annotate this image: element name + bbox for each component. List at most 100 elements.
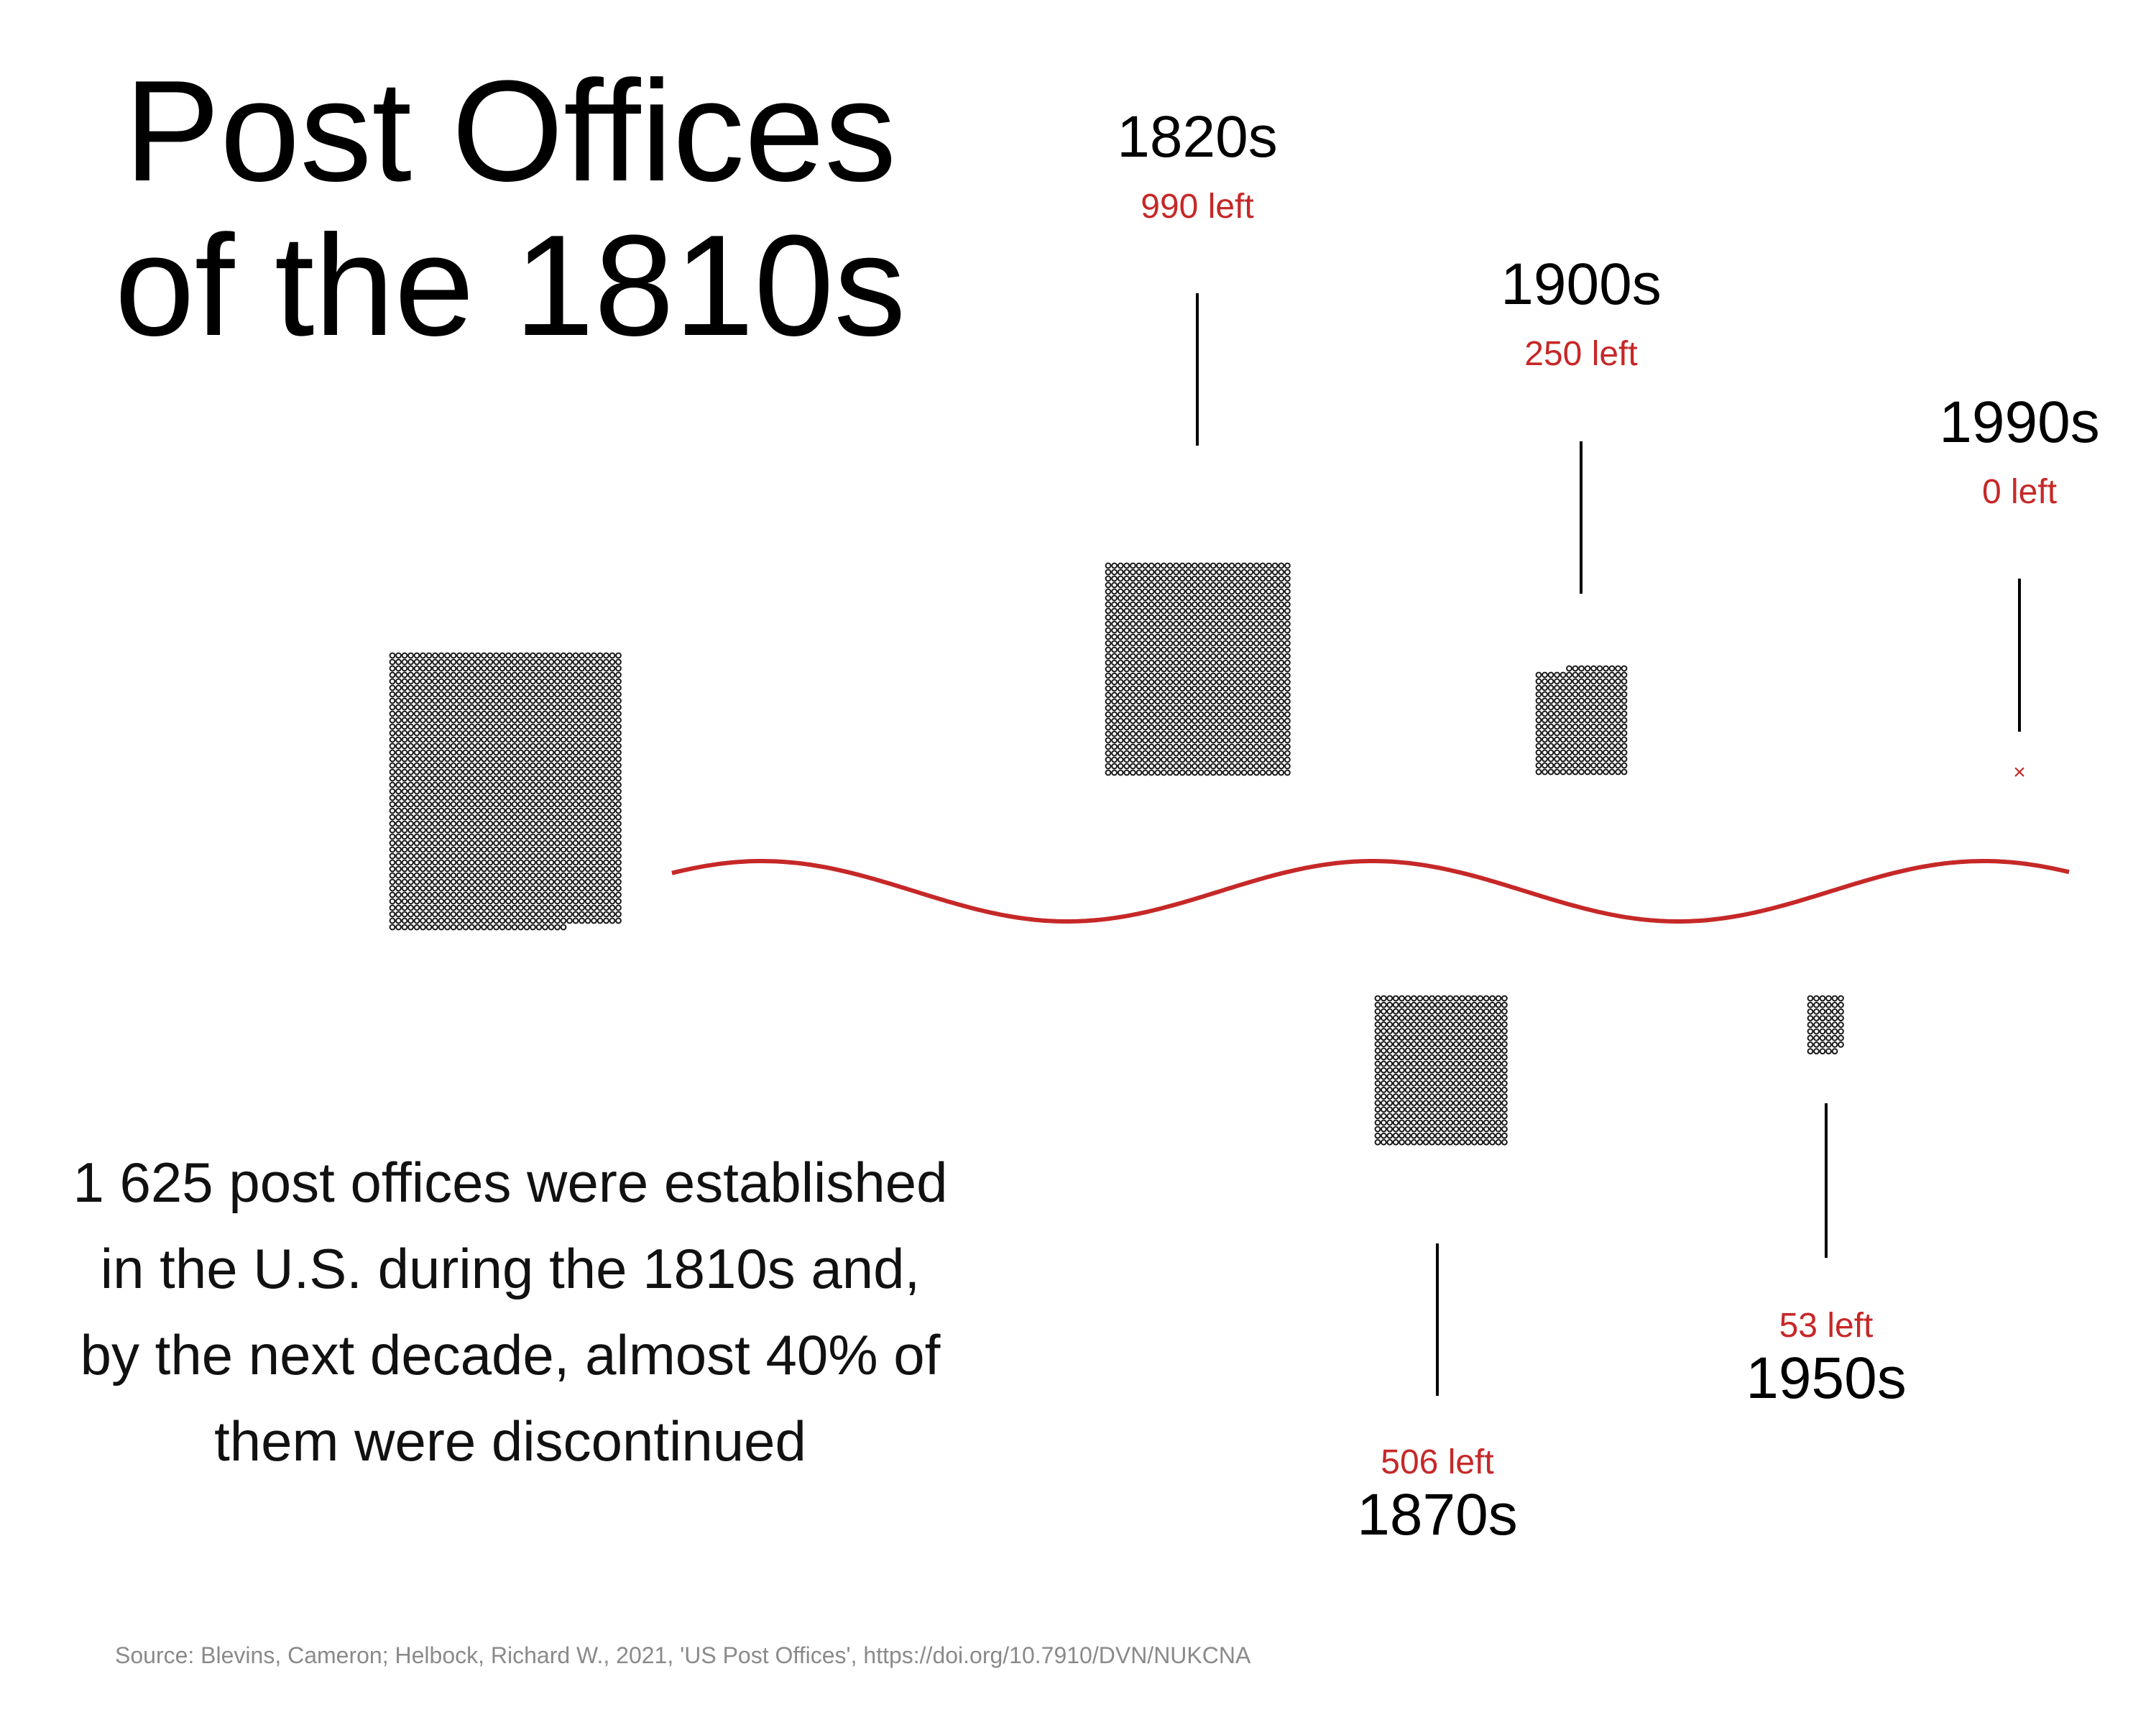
dot <box>474 704 482 711</box>
dot <box>413 697 420 704</box>
dot <box>401 859 408 866</box>
dot <box>530 833 536 840</box>
dot <box>1266 614 1272 621</box>
dot <box>432 814 438 821</box>
dot <box>1210 575 1217 582</box>
dot <box>1416 1060 1424 1067</box>
dot <box>1123 711 1130 718</box>
dot <box>1228 640 1235 647</box>
dot <box>1447 1113 1454 1120</box>
dot <box>1392 1001 1399 1008</box>
dot <box>1130 646 1136 653</box>
dot <box>432 710 438 717</box>
dot <box>523 749 530 756</box>
dot <box>523 833 530 840</box>
dot <box>591 697 597 704</box>
dot <box>572 898 579 905</box>
dot <box>542 794 548 801</box>
dot <box>1459 1008 1465 1015</box>
dot <box>456 833 463 840</box>
dot <box>1477 1034 1484 1041</box>
dot <box>1216 685 1223 692</box>
dot <box>554 691 561 698</box>
dot <box>517 865 524 873</box>
dot-block-1900s <box>1535 665 1628 776</box>
dot <box>413 678 420 685</box>
dot <box>493 749 499 756</box>
dot <box>1596 665 1603 672</box>
dot <box>469 684 475 691</box>
dot <box>1542 723 1548 730</box>
dot <box>596 736 604 743</box>
dot <box>1192 724 1198 731</box>
dot <box>1501 995 1508 1002</box>
dot <box>1135 569 1143 576</box>
dot <box>1235 562 1241 569</box>
dot <box>1465 1073 1472 1080</box>
dot <box>517 781 524 788</box>
dot <box>481 691 487 698</box>
dot <box>1483 1060 1490 1067</box>
dot <box>413 742 420 750</box>
dot <box>1222 769 1229 776</box>
dot <box>1235 666 1241 673</box>
dot <box>584 852 591 860</box>
dot <box>1470 1132 1478 1139</box>
dot <box>1429 1047 1435 1054</box>
dot <box>530 742 536 750</box>
dot <box>1399 1021 1405 1028</box>
dot <box>554 865 561 873</box>
dot <box>542 898 548 905</box>
dot <box>1566 723 1572 730</box>
dot <box>1465 1060 1472 1067</box>
dot <box>425 852 433 860</box>
dot <box>407 814 414 821</box>
dot <box>432 891 438 898</box>
dot <box>560 840 567 847</box>
dot <box>1819 1001 1826 1008</box>
dot <box>1441 1113 1447 1120</box>
dot <box>389 878 396 886</box>
dot <box>609 898 616 905</box>
dot <box>615 827 622 834</box>
dot <box>1204 711 1210 718</box>
dot <box>1142 588 1148 595</box>
dot <box>1825 995 1832 1002</box>
dot <box>554 904 561 911</box>
dot <box>517 788 524 795</box>
dot <box>469 658 475 666</box>
description-line-3: by the next decade, almost 40% of <box>80 1323 941 1386</box>
dot <box>1411 1106 1417 1113</box>
dot <box>1807 995 1814 1002</box>
dot <box>1452 1034 1460 1041</box>
dot <box>548 891 555 898</box>
dot <box>511 665 518 672</box>
dot <box>462 865 469 873</box>
dot <box>432 684 438 691</box>
dot <box>1590 723 1597 730</box>
dot <box>438 684 445 691</box>
dot <box>1135 737 1143 744</box>
dot <box>395 665 402 672</box>
dot <box>1166 614 1174 621</box>
dot <box>584 865 591 873</box>
dot <box>450 833 457 840</box>
dot <box>523 807 530 814</box>
dot <box>548 801 555 808</box>
dot <box>1210 769 1217 776</box>
dot <box>1411 1087 1417 1093</box>
dot <box>1284 562 1291 569</box>
dot <box>517 807 524 814</box>
dot <box>542 885 548 892</box>
dot <box>530 794 536 801</box>
description-line-2: in the U.S. during the 1810s and, <box>100 1237 921 1300</box>
dot <box>493 736 499 743</box>
dot <box>1117 743 1124 750</box>
dot <box>572 710 579 717</box>
dot <box>413 801 420 808</box>
dot <box>1381 1008 1387 1015</box>
dot <box>1130 717 1136 724</box>
dot <box>1173 620 1179 627</box>
dot <box>1247 769 1254 776</box>
dot <box>438 691 445 698</box>
